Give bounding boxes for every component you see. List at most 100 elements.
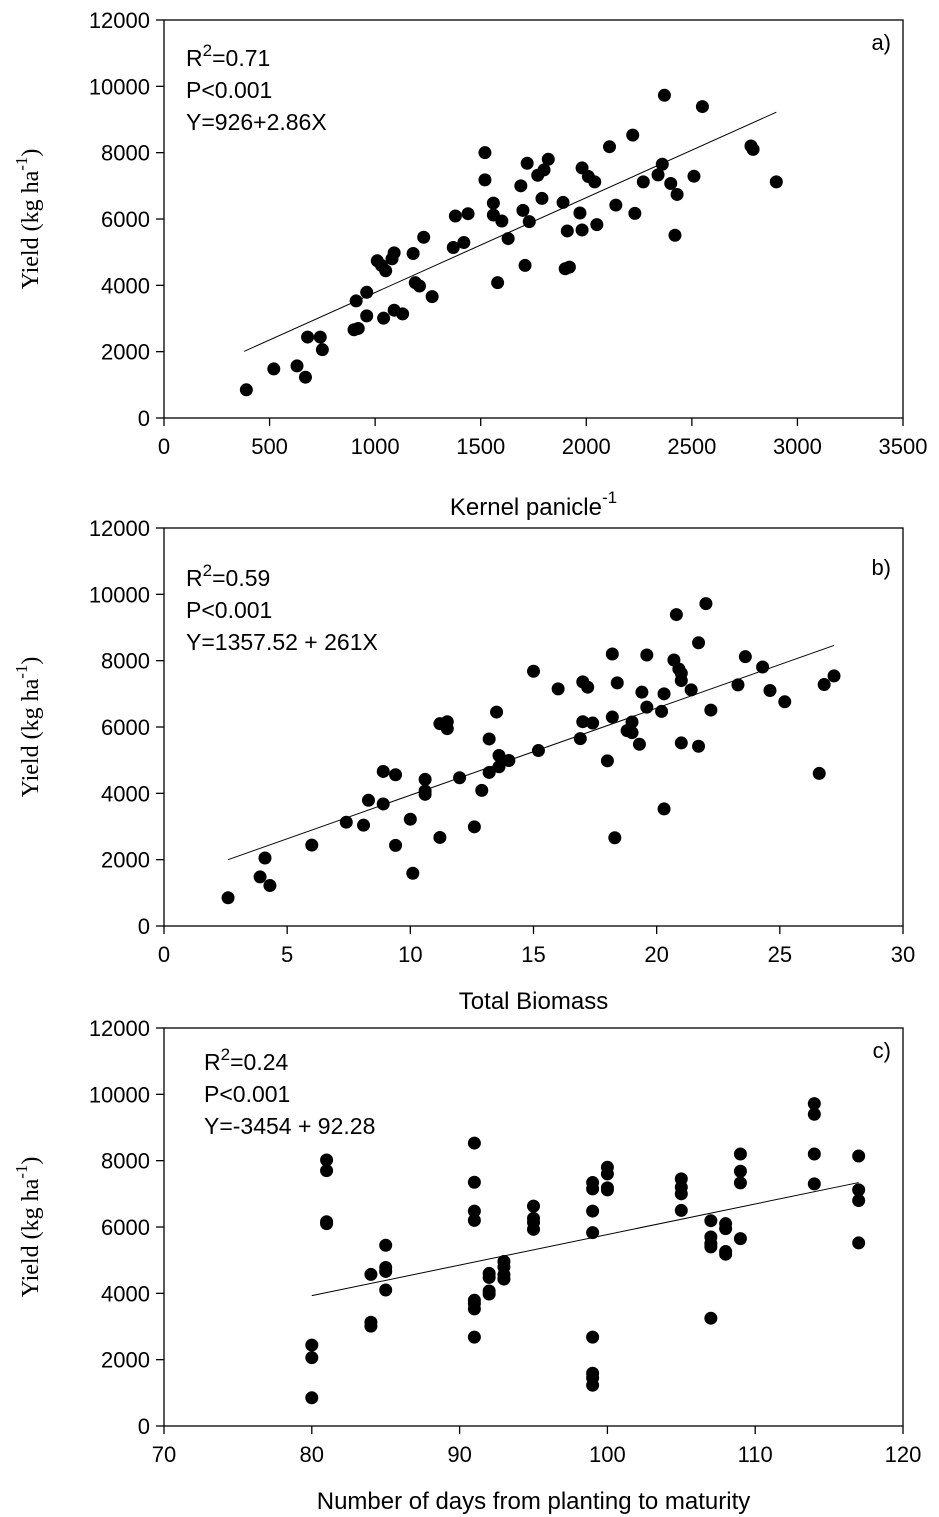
p-value-text: P<0.001 <box>186 597 272 623</box>
y-axis-title-superscript: -1 <box>12 665 31 679</box>
y-tick-label: 12000 <box>89 516 150 541</box>
data-point <box>433 830 447 844</box>
data-point <box>412 279 426 293</box>
y-tick-label: 4000 <box>101 1281 150 1306</box>
data-point <box>492 760 506 774</box>
data-point <box>560 224 574 238</box>
data-point <box>625 715 639 729</box>
data-point <box>514 179 528 193</box>
data-point <box>852 1193 866 1207</box>
data-point <box>502 753 516 767</box>
y-tick-label: 0 <box>138 1414 150 1439</box>
x-tick-label: 100 <box>589 1442 626 1467</box>
data-point <box>807 1097 821 1111</box>
y-axis-title-text: Yield (kg ha <box>18 170 44 289</box>
data-point <box>467 1204 481 1218</box>
data-point <box>518 258 532 272</box>
data-point <box>674 736 688 750</box>
x-axis-title-text: Total Biomass <box>459 988 608 1015</box>
data-point <box>586 1182 600 1196</box>
y-axis-title-close: ) <box>18 149 44 157</box>
data-point <box>586 716 600 730</box>
data-point <box>807 1107 821 1121</box>
x-tick-label: 2000 <box>562 434 611 459</box>
data-point <box>482 1270 496 1284</box>
y-tick-label: 4000 <box>101 781 150 806</box>
y-tick-label: 6000 <box>101 715 150 740</box>
data-point <box>628 206 642 220</box>
data-point <box>674 1187 688 1201</box>
data-point <box>636 175 650 189</box>
data-point <box>425 290 439 304</box>
y-axis-title: Yield (kg ha-1) <box>12 1157 44 1298</box>
data-point <box>733 1164 747 1178</box>
data-point <box>461 207 475 221</box>
data-point <box>267 362 281 376</box>
data-point <box>360 285 374 299</box>
p-value-text: P<0.001 <box>204 1081 290 1107</box>
data-point <box>600 1183 614 1197</box>
data-point <box>699 597 713 611</box>
data-point <box>640 700 654 714</box>
data-point <box>467 1213 481 1227</box>
data-point <box>387 246 401 260</box>
x-tick-label: 0 <box>158 942 170 967</box>
data-point <box>475 783 489 797</box>
x-axis-title-text: Number of days from planting to maturity <box>317 1488 751 1515</box>
data-point <box>581 680 595 694</box>
data-point <box>492 749 506 763</box>
y-tick-label: 2000 <box>101 340 150 365</box>
data-point <box>573 206 587 220</box>
y-tick-label: 2000 <box>101 1348 150 1373</box>
data-point <box>586 1378 600 1392</box>
data-point <box>684 683 698 697</box>
data-point <box>704 703 718 717</box>
y-axis-title-text: Yield (kg ha <box>18 678 44 797</box>
y-tick-label: 6000 <box>101 207 150 232</box>
data-point <box>625 726 639 740</box>
data-point <box>360 309 374 323</box>
data-point <box>692 739 706 753</box>
data-point <box>778 695 792 709</box>
data-point <box>657 802 671 816</box>
data-point <box>357 818 371 832</box>
data-point <box>448 209 462 223</box>
data-point <box>763 684 777 698</box>
data-point <box>719 1247 733 1261</box>
data-point <box>586 1204 600 1218</box>
data-point <box>377 311 391 325</box>
data-point <box>403 812 417 826</box>
data-point <box>632 737 646 751</box>
data-point <box>664 177 678 191</box>
data-point <box>852 1236 866 1250</box>
chart-panel-a: 0 2000 4000 6000 8000 10000 12000 0 500 1000 1500 2… <box>12 8 927 521</box>
r-squared-value: =0.24 <box>230 1049 288 1075</box>
data-point <box>852 1149 866 1163</box>
data-point <box>418 772 432 786</box>
data-point <box>258 851 272 865</box>
r-squared-text: R2=0.71 <box>186 41 270 71</box>
data-point <box>733 1176 747 1190</box>
data-point <box>406 866 420 880</box>
data-point <box>575 223 589 237</box>
plot-frame <box>163 527 904 927</box>
data-point <box>600 1167 614 1181</box>
data-point <box>756 660 770 674</box>
data-point <box>389 768 403 782</box>
x-tick-label: 70 <box>152 1442 176 1467</box>
data-point <box>263 879 277 893</box>
r-squared-value: =0.59 <box>212 565 270 591</box>
data-point <box>516 203 530 217</box>
y-tick-label: 10000 <box>89 582 150 607</box>
data-point <box>320 1217 334 1231</box>
data-point <box>733 1232 747 1246</box>
data-point <box>305 1391 319 1405</box>
x-axis-title: Kernel panicle-1 <box>450 488 617 521</box>
data-point <box>501 232 515 246</box>
data-point <box>290 359 304 373</box>
data-point <box>812 766 826 780</box>
data-point <box>586 1330 600 1344</box>
data-point <box>769 175 783 189</box>
data-point <box>674 674 688 688</box>
data-point <box>657 687 671 701</box>
